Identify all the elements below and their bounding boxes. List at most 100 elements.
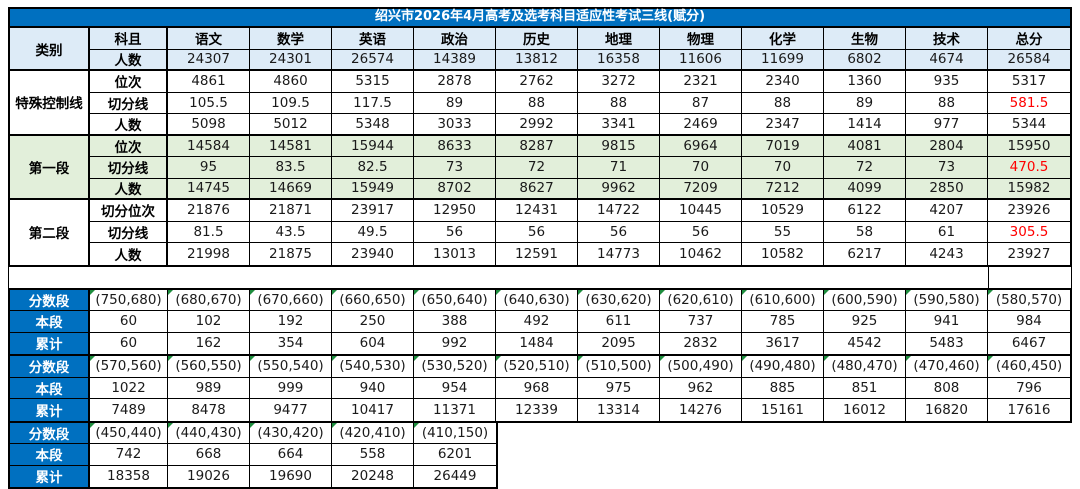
value-cell: 935 — [906, 71, 988, 93]
text-format-marker-icon — [168, 423, 173, 428]
row-label: 切分线 — [90, 93, 168, 115]
band-value-cell: 60 — [90, 311, 168, 333]
value-cell: 14581 — [250, 136, 332, 158]
text-format-marker-icon — [742, 290, 747, 295]
text-format-marker-icon — [90, 290, 95, 295]
band-value-cell: 3617 — [742, 333, 824, 355]
text-format-marker-icon — [168, 356, 173, 361]
value-cell: 15950 — [988, 136, 1070, 158]
value-cell: 49.5 — [332, 222, 414, 244]
value-cell: 581.5 — [988, 93, 1070, 115]
value-cell: 5344 — [988, 114, 1070, 136]
band-value-cell: 26449 — [414, 466, 496, 488]
value-cell: 89 — [414, 93, 496, 115]
band-range-cell: (590,580) — [906, 290, 988, 312]
band-value-cell: 6467 — [988, 333, 1070, 355]
headcount-value: 16358 — [578, 50, 660, 72]
score-band-table-1: 分数段(750,680)(680,670)(670,660)(660,650)(… — [8, 288, 1072, 357]
band-range-cell: (500,490) — [660, 356, 742, 378]
value-cell: 1414 — [824, 114, 906, 136]
value-cell: 117.5 — [332, 93, 414, 115]
text-format-marker-icon — [332, 423, 337, 428]
score-sheet: 绍兴市2026年4月高考及选考科目适应性考试三线(赋分) 类别科且语文数学英语政… — [8, 7, 1072, 489]
row-label: 位次 — [90, 71, 168, 93]
text-format-marker-icon — [660, 290, 665, 295]
band-range-cell: (560,550) — [168, 356, 250, 378]
gap-gridline — [988, 267, 989, 288]
value-cell: 83.5 — [250, 157, 332, 179]
text-format-marker-icon — [660, 356, 665, 361]
band-range-cell: (550,540) — [250, 356, 332, 378]
value-cell: 3341 — [578, 114, 660, 136]
value-cell: 5317 — [988, 71, 1070, 93]
band-value-cell: 925 — [824, 311, 906, 333]
row-label: 切分位次 — [90, 200, 168, 222]
text-format-marker-icon — [90, 356, 95, 361]
subject-header: 地理 — [578, 28, 660, 50]
value-cell: 10462 — [660, 243, 742, 265]
band-value-cell: 785 — [742, 311, 824, 333]
band-range-cell: (490,480) — [742, 356, 824, 378]
value-cell: 89 — [824, 93, 906, 115]
band-range-cell: (470,460) — [906, 356, 988, 378]
band-value-cell: 16820 — [906, 399, 988, 421]
corner-label: 类别 — [10, 28, 90, 71]
value-cell: 72 — [824, 157, 906, 179]
band-value-cell: 992 — [414, 333, 496, 355]
band-value-cell: 60 — [90, 333, 168, 355]
value-cell: 4860 — [250, 71, 332, 93]
row-label: 人数 — [90, 179, 168, 201]
band-value-cell: 20248 — [332, 466, 414, 488]
band-range-cell: (530,520) — [414, 356, 496, 378]
band-value-cell: 18358 — [90, 466, 168, 488]
band-value-cell: 737 — [660, 311, 742, 333]
value-cell: 4243 — [906, 243, 988, 265]
band-value-cell: 941 — [906, 311, 988, 333]
value-cell: 2878 — [414, 71, 496, 93]
band-value-cell: 19690 — [250, 466, 332, 488]
value-cell: 87 — [660, 93, 742, 115]
band-range-cell: (480,470) — [824, 356, 906, 378]
value-cell: 6964 — [660, 136, 742, 158]
value-cell: 82.5 — [332, 157, 414, 179]
value-cell: 8633 — [414, 136, 496, 158]
table-gap — [8, 267, 1072, 288]
value-cell: 8287 — [496, 136, 578, 158]
value-cell: 12591 — [496, 243, 578, 265]
band-range-cell: (620,610) — [660, 290, 742, 312]
headcount-value: 14389 — [414, 50, 496, 72]
band-value-cell: 14276 — [660, 399, 742, 421]
value-cell: 23927 — [988, 243, 1070, 265]
subject-header: 英语 — [332, 28, 414, 50]
value-cell: 8702 — [414, 179, 496, 201]
value-cell: 470.5 — [988, 157, 1070, 179]
text-format-marker-icon — [414, 423, 419, 428]
band-value-cell: 558 — [332, 444, 414, 466]
value-cell: 15944 — [332, 136, 414, 158]
text-format-marker-icon — [496, 290, 501, 295]
band-value-cell: 17616 — [988, 399, 1070, 421]
text-format-marker-icon — [742, 356, 747, 361]
value-cell: 1360 — [824, 71, 906, 93]
band-value-cell: 19026 — [168, 466, 250, 488]
value-cell: 5098 — [168, 114, 250, 136]
value-cell: 23940 — [332, 243, 414, 265]
value-cell: 2347 — [742, 114, 824, 136]
value-cell: 3272 — [578, 71, 660, 93]
subject-header: 生物 — [824, 28, 906, 50]
value-cell: 23926 — [988, 200, 1070, 222]
band-row-label: 累计 — [10, 399, 90, 421]
band-value-cell: 10417 — [332, 399, 414, 421]
value-cell: 8627 — [496, 179, 578, 201]
value-cell: 14669 — [250, 179, 332, 201]
band-value-cell: 668 — [168, 444, 250, 466]
value-cell: 4207 — [906, 200, 988, 222]
value-cell: 10445 — [660, 200, 742, 222]
text-format-marker-icon — [906, 290, 911, 295]
value-cell: 4861 — [168, 71, 250, 93]
band-value-cell: 7489 — [90, 399, 168, 421]
value-cell: 12431 — [496, 200, 578, 222]
value-cell: 21875 — [250, 243, 332, 265]
band-row-label: 本段 — [10, 444, 90, 466]
